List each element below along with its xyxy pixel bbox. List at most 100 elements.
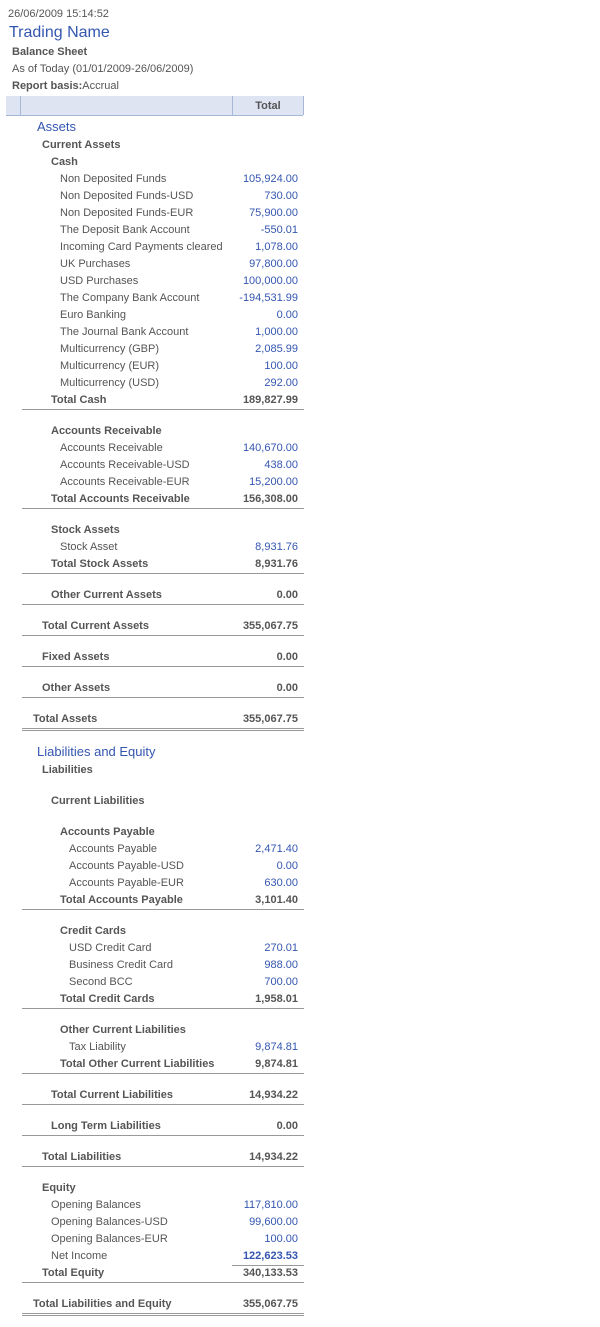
row-amount: 1,958.01 [255,993,298,1005]
spacer-row [0,409,310,423]
total-row: Total Equity 340,133.53 [0,1265,310,1283]
company-name: Trading Name [9,24,110,41]
item-row: Opening Balances-USD 99,600.00 [0,1214,310,1231]
amount-link[interactable]: 1,000.00 [255,326,298,338]
row-label: Euro Banking [60,309,127,321]
spacer-row [0,728,310,742]
item-row: Opening Balances 117,810.00 [0,1197,310,1214]
spacer-row [0,810,310,824]
amount-link[interactable]: 2,471.40 [255,843,298,855]
row-label: Multicurrency (EUR) [60,360,160,372]
total-row: Fixed Assets 0.00 [0,649,310,667]
item-row: Accounts Receivable-EUR 15,200.00 [0,474,310,491]
row-label: Second BCC [69,976,133,988]
section-row: Stock Assets [0,522,310,539]
row-label: Business Credit Card [69,959,173,971]
section-row: Accounts Payable [0,824,310,841]
amount-link[interactable]: 1,078.00 [255,241,298,253]
row-label: Liabilities [42,764,93,776]
spacer-row [0,508,310,522]
total-row: Total Accounts Payable 3,101.40 [0,892,310,910]
section-row: Other Current Liabilities [0,1022,310,1039]
item-row: Non Deposited Funds-EUR 75,900.00 [0,205,310,222]
row-label: Total Accounts Receivable [51,493,190,505]
total-row: Total Accounts Receivable 156,308.00 [0,491,310,509]
amount-link[interactable]: 700.00 [264,976,298,988]
amount-link[interactable]: 9,874.81 [255,1041,298,1053]
amount-link[interactable]: 100.00 [264,1233,298,1245]
amount-link[interactable]: 0.00 [276,860,298,872]
amount-link[interactable]: 730.00 [264,190,298,202]
row-label: Other Current Liabilities [60,1024,186,1036]
amount-link[interactable]: 270.01 [264,942,298,954]
row-label: USD Purchases [60,275,139,287]
row-label: Multicurrency (USD) [60,377,160,389]
row-label: Multicurrency (GBP) [60,343,160,355]
row-amount: 14,934.22 [249,1089,298,1101]
column-header-total[interactable]: Total [232,96,304,115]
row-label: Total Assets [33,713,98,725]
item-row: Incoming Card Payments cleared 1,078.00 [0,239,310,256]
spacer-row [0,604,310,618]
amount-link[interactable]: 140,670.00 [242,442,298,454]
section-row: Current Liabilities [0,793,310,810]
row-label: Credit Cards [60,925,127,937]
row-label: Non Deposited Funds-EUR [60,207,194,219]
amount-link[interactable]: 100.00 [264,360,298,372]
amount-link[interactable]: 117,810.00 [243,1199,298,1211]
spacer-row [0,909,310,923]
amount-link[interactable]: 438.00 [264,459,298,471]
row-label: Total Cash [51,394,107,406]
row-label: Other Assets [42,682,111,694]
amount-link[interactable]: 105,924.00 [242,173,298,185]
item-row: USD Purchases 100,000.00 [0,273,310,290]
amount-link[interactable]: 97,800.00 [249,258,298,270]
amount-link[interactable]: -194,531.99 [239,292,298,304]
row-label: Non Deposited Funds [60,173,167,185]
row-label: Tax Liability [69,1041,126,1053]
item-row: Accounts Receivable 140,670.00 [0,440,310,457]
row-amount: 0.00 [276,651,298,663]
spacer-row [0,635,310,649]
section-row: Equity [0,1180,310,1197]
heading-row: Liabilities and Equity [0,742,310,762]
amount-link[interactable]: 75,900.00 [249,207,298,219]
amount-link[interactable]: 292.00 [264,377,298,389]
amount-link[interactable]: 100,000.00 [242,275,298,287]
row-label: Total Accounts Payable [60,894,183,906]
row-label: Total Current Assets [42,620,149,632]
item-row: Accounts Payable 2,471.40 [0,841,310,858]
item-row: Multicurrency (USD) 292.00 [0,375,310,392]
row-label: Accounts Payable [69,843,158,855]
row-label: Total Liabilities [42,1151,122,1163]
amount-link[interactable]: 630.00 [264,877,298,889]
total-row: Other Current Assets 0.00 [0,587,310,605]
item-row: Euro Banking 0.00 [0,307,310,324]
amount-link[interactable]: 2,085.99 [255,343,298,355]
row-label: Total Equity [42,1267,105,1279]
amount-link[interactable]: 8,931.76 [255,541,298,553]
amount-link[interactable]: 988.00 [264,959,298,971]
row-label: Accounts Receivable [60,442,163,454]
row-label: The Journal Bank Account [60,326,189,338]
total-row: Total Liabilities 14,934.22 [0,1149,310,1167]
row-label: Fixed Assets [42,651,110,663]
row-label: Equity [42,1182,76,1194]
item-row: Non Deposited Funds-USD 730.00 [0,188,310,205]
total-row: Total Cash 189,827.99 [0,392,310,410]
amount-link[interactable]: 0.00 [276,309,298,321]
report-basis-label: Report basis: [12,80,83,92]
row-label: Net Income [51,1250,108,1262]
row-label: Accounts Payable-EUR [69,877,184,889]
row-label: Incoming Card Payments cleared [60,241,223,253]
section-row: Current Assets [0,137,310,154]
amount-link[interactable]: 122,623.53 [242,1250,298,1262]
amount-link[interactable]: -550.01 [260,224,298,236]
row-label: Accounts Payable-USD [69,860,184,872]
amount-link[interactable]: 99,600.00 [249,1216,298,1228]
report-timestamp: 26/06/2009 15:14:52 [8,8,109,20]
row-label: The Deposit Bank Account [60,224,190,236]
row-label: Current Assets [42,139,121,151]
row-label: Total Other Current Liabilities [60,1058,215,1070]
amount-link[interactable]: 15,200.00 [249,476,298,488]
